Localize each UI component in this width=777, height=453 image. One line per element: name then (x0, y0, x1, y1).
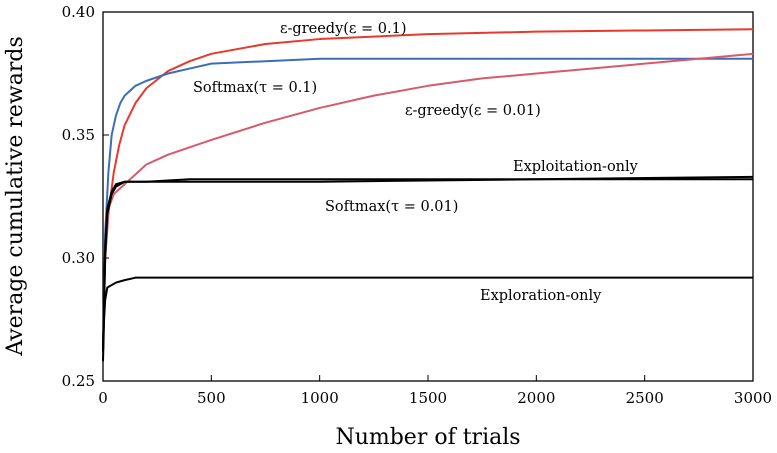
x-tick-label: 2000 (517, 389, 555, 407)
ticks-layer: 0 500 1000 1500 2000 2500 3000 0.25 0.30 0.35 0.40 (62, 3, 773, 407)
series-label-exploration-only: Exploration-only (480, 288, 602, 304)
x-tick-label: 0 (98, 389, 108, 407)
x-tick-label: 1500 (409, 389, 447, 407)
series-line-1 (102, 57, 753, 352)
series-line-0 (102, 28, 754, 352)
series-line-2 (102, 52, 754, 352)
series-label-egreedy-0.01: ε-greedy(ε = 0.01) (405, 103, 541, 119)
y-tick-label: 0.40 (62, 3, 95, 21)
series-label-softmax-0.01: Softmax(τ = 0.01) (325, 199, 458, 215)
series-line-5 (102, 276, 753, 362)
x-tick-label: 3000 (734, 389, 772, 407)
x-tick-label: 500 (197, 389, 226, 407)
y-tick-label: 0.35 (62, 126, 95, 144)
series-line-4 (102, 178, 753, 352)
series-label-egreedy-0.1: ε-greedy(ε = 0.1) (280, 21, 407, 37)
series-layer (102, 28, 754, 362)
y-axis-title: Average cumulative rewards (3, 36, 28, 357)
plot-area-frame (102, 11, 754, 382)
x-tick-label: 2500 (626, 389, 664, 407)
series-label-softmax-0.1: Softmax(τ = 0.1) (193, 80, 317, 96)
y-tick-label: 0.25 (62, 372, 95, 390)
x-tick-label: 1000 (301, 389, 339, 407)
y-tick-label: 0.30 (62, 249, 95, 267)
x-axis-title: Number of trials (335, 425, 520, 450)
series-label-exploitation-only: Exploitation-only (513, 159, 639, 175)
